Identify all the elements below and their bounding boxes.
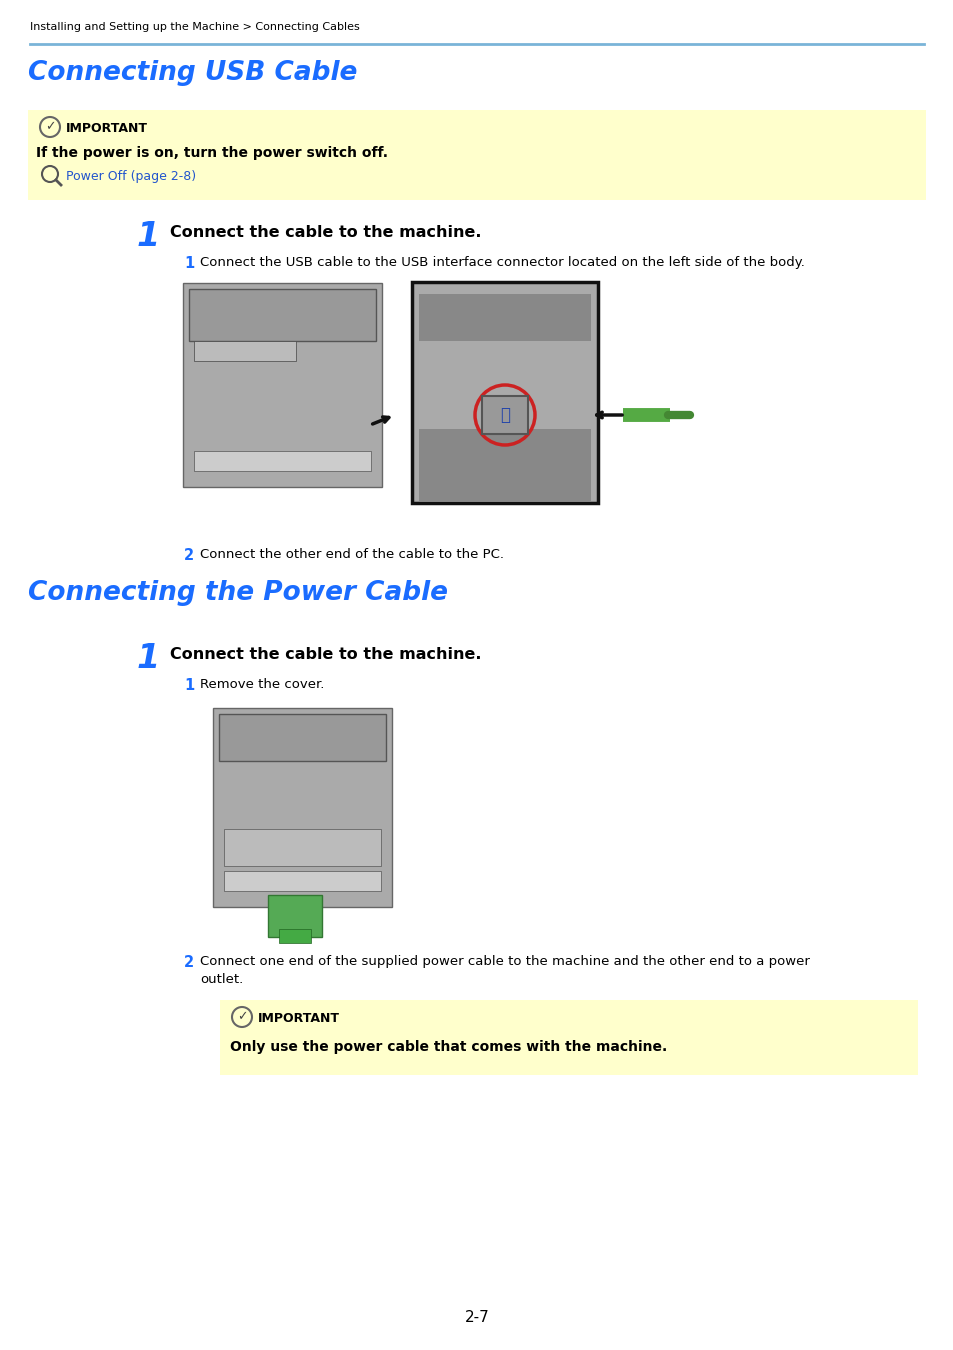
FancyBboxPatch shape [418, 429, 590, 501]
FancyBboxPatch shape [224, 871, 380, 891]
Text: ✓: ✓ [236, 1011, 247, 1023]
FancyBboxPatch shape [213, 707, 392, 907]
Text: Connect one end of the supplied power cable to the machine and the other end to : Connect one end of the supplied power ca… [200, 954, 809, 968]
Text: Connect the cable to the machine.: Connect the cable to the machine. [170, 647, 481, 662]
FancyBboxPatch shape [224, 829, 380, 865]
Text: Power Off (page 2-8): Power Off (page 2-8) [66, 170, 196, 184]
Text: Connect the USB cable to the USB interface connector located on the left side of: Connect the USB cable to the USB interfa… [200, 256, 804, 269]
FancyBboxPatch shape [189, 289, 375, 342]
FancyBboxPatch shape [278, 929, 311, 944]
Text: 2: 2 [184, 954, 193, 971]
FancyBboxPatch shape [220, 1000, 917, 1075]
Text: Installing and Setting up the Machine > Connecting Cables: Installing and Setting up the Machine > … [30, 22, 359, 32]
Text: 1: 1 [184, 678, 194, 693]
Text: IMPORTANT: IMPORTANT [257, 1012, 339, 1025]
Text: If the power is on, turn the power switch off.: If the power is on, turn the power switc… [36, 146, 388, 161]
Text: ✓: ✓ [45, 120, 55, 134]
Text: 2: 2 [184, 548, 193, 563]
Text: Connecting the Power Cable: Connecting the Power Cable [28, 580, 448, 606]
FancyBboxPatch shape [412, 282, 598, 504]
Text: 1: 1 [136, 643, 159, 675]
Text: 1: 1 [136, 220, 159, 252]
FancyBboxPatch shape [268, 895, 322, 937]
Text: Connecting USB Cable: Connecting USB Cable [28, 59, 357, 86]
Text: ⧉: ⧉ [499, 406, 510, 424]
FancyBboxPatch shape [183, 284, 381, 487]
Text: Connect the cable to the machine.: Connect the cable to the machine. [170, 225, 481, 240]
Text: Remove the cover.: Remove the cover. [200, 678, 324, 691]
Text: Connect the other end of the cable to the PC.: Connect the other end of the cable to th… [200, 548, 503, 562]
FancyBboxPatch shape [193, 342, 295, 360]
Text: Only use the power cable that comes with the machine.: Only use the power cable that comes with… [230, 1040, 666, 1054]
FancyBboxPatch shape [219, 714, 386, 761]
FancyBboxPatch shape [28, 109, 925, 200]
FancyBboxPatch shape [481, 396, 527, 433]
FancyBboxPatch shape [418, 294, 590, 342]
Text: outlet.: outlet. [200, 973, 243, 985]
Text: IMPORTANT: IMPORTANT [66, 122, 148, 135]
FancyBboxPatch shape [193, 451, 371, 471]
Text: 1: 1 [184, 256, 194, 271]
Text: 2-7: 2-7 [464, 1310, 489, 1324]
